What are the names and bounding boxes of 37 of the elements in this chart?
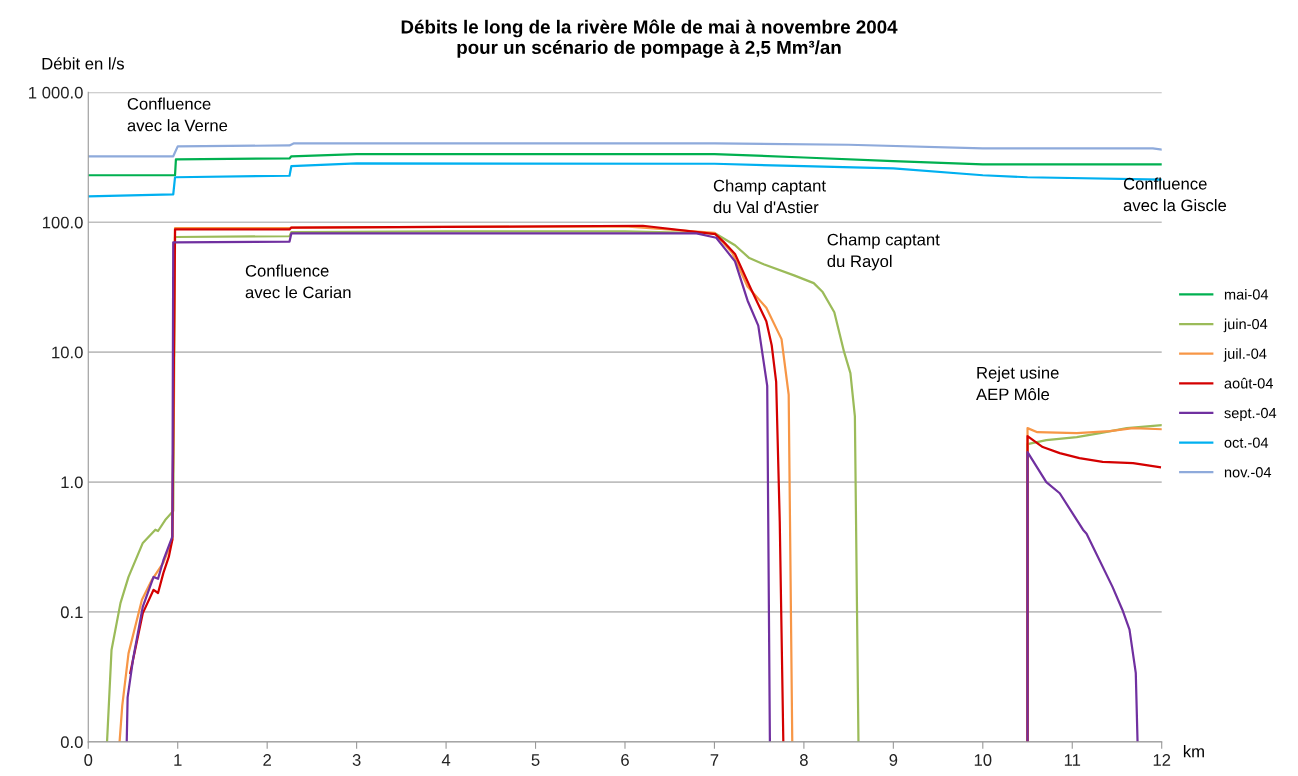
legend-label: juil.-04 [1223, 348, 1267, 362]
x-axis-title: km [1183, 745, 1204, 758]
y-tick-label: 100.0 [42, 216, 83, 229]
annotation: Confluence avec le Carian [245, 264, 351, 299]
x-tick-label: 11 [1064, 754, 1081, 766]
x-tick-label: 3 [352, 754, 361, 766]
legend-label: oct.-04 [1224, 437, 1269, 448]
x-tick-label: 5 [531, 754, 540, 766]
x-tick-label: 0 [84, 754, 93, 766]
x-tick-label: 2 [263, 754, 271, 766]
x-tick-label: 7 [710, 754, 719, 766]
annotation: Confluence avec la Giscle [1123, 177, 1227, 212]
x-tick-label: 9 [889, 754, 898, 766]
chart-title: Débits le long de la rivère Môle de mai à novembre 2004 pour un scénario de pompage à 2,5 Mm³/an [401, 19, 898, 58]
x-tick-label: 1 [174, 754, 182, 766]
y-tick-label: 10.0 [52, 346, 83, 359]
legend-label: août-04 [1224, 377, 1273, 389]
y-tick-label: 0.1 [60, 606, 83, 619]
y-tick-label: 1.0 [61, 476, 83, 489]
annotation: Champ captant du Val d'Astier [713, 179, 826, 214]
x-tick-label: 8 [799, 754, 808, 766]
y-tick-label: 1 000.0 [29, 86, 83, 99]
x-tick-label: 6 [621, 754, 629, 766]
legend-label: juin-04 [1223, 318, 1268, 333]
line-series [88, 152, 1162, 177]
annotation: Champ captant du Rayol [827, 233, 940, 271]
x-tick-label: 4 [441, 754, 451, 766]
x-tick-label: 10 [974, 754, 992, 766]
line-series [88, 142, 1162, 158]
y-axis-title: Débit en l/s [42, 57, 124, 70]
annotation: Confluence avec la Verne [127, 97, 228, 132]
x-tick-label: 12 [1153, 754, 1171, 766]
annotation: Rejet usine AEP Môle [976, 366, 1059, 401]
legend-label: sept.-04 [1224, 407, 1277, 422]
legend-label: nov.-04 [1224, 467, 1272, 478]
legend-label: mai-04 [1224, 288, 1269, 300]
y-tick-label: 0.0 [60, 736, 83, 749]
